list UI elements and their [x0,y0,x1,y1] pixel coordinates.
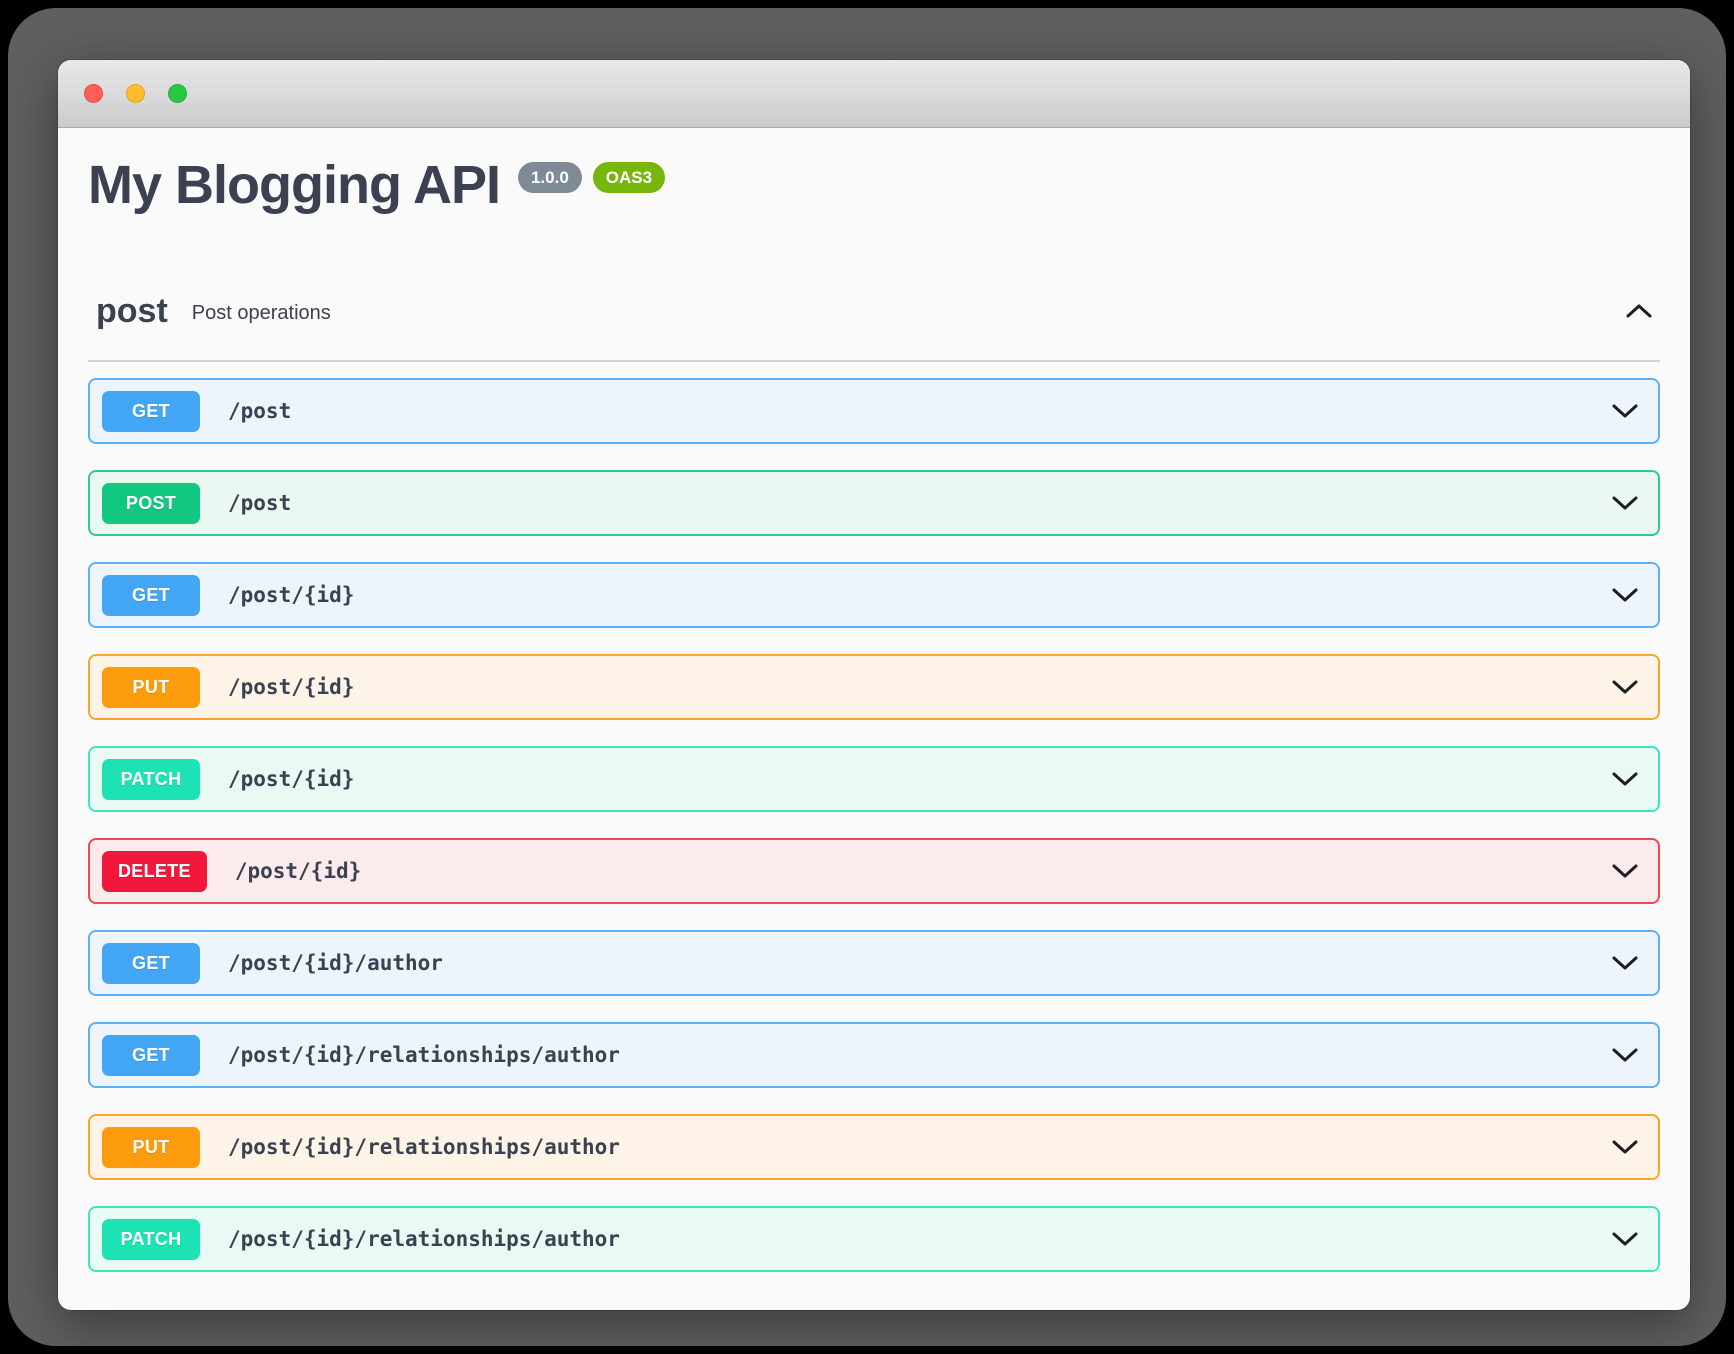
operation-row[interactable]: GET /post/{id}/author [88,930,1660,996]
operation-path: /post [228,399,292,423]
close-button[interactable] [84,84,103,103]
api-header: My Blogging API 1.0.0 OAS3 [88,128,1660,216]
section-description: Post operations [191,301,331,324]
window-titlebar [58,60,1690,128]
chevron-down-icon[interactable] [1610,955,1640,971]
operation-path: /post/{id} [228,767,355,791]
method-badge: PATCH [102,758,200,800]
operation-path: /post [228,491,292,515]
method-badge: GET [102,1034,200,1076]
method-badge: GET [102,942,200,984]
operation-row[interactable]: PUT /post/{id}/relationships/author [88,1114,1660,1180]
operation-row[interactable]: GET /post/{id} [88,562,1660,628]
section-divider [88,360,1660,362]
method-badge: DELETE [102,850,207,892]
method-badge: PUT [102,1126,200,1168]
operation-row[interactable]: PATCH /post/{id}/relationships/author [88,1206,1660,1272]
chevron-down-icon[interactable] [1610,679,1640,695]
method-badge: GET [102,390,200,432]
operation-row[interactable]: GET /post [88,378,1660,444]
method-badge: PUT [102,666,200,708]
window-frame: My Blogging API 1.0.0 OAS3 post Post ope… [8,8,1726,1346]
chevron-down-icon[interactable] [1610,771,1640,787]
minimize-button[interactable] [126,84,145,103]
operation-row[interactable]: POST /post [88,470,1660,536]
page-content: My Blogging API 1.0.0 OAS3 post Post ope… [58,128,1690,1272]
oas3-badge: OAS3 [592,162,666,193]
operation-path: /post/{id}/relationships/author [228,1135,620,1159]
version-badge: 1.0.0 [517,162,582,193]
operation-path: /post/{id} [228,583,355,607]
chevron-down-icon[interactable] [1610,863,1640,879]
operation-path: /post/{id}/relationships/author [228,1227,620,1251]
chevron-up-icon[interactable] [1620,299,1658,323]
chevron-down-icon[interactable] [1610,403,1640,419]
section-name: post [96,291,168,330]
operation-row[interactable]: GET /post/{id}/relationships/author [88,1022,1660,1088]
operation-path: /post/{id} [234,859,362,883]
operations-list: GET /post POST /post GET /post/{id} PUT [88,378,1660,1272]
page-title: My Blogging API [88,155,501,215]
section-header-post[interactable]: post Post operations [88,288,1660,334]
chevron-down-icon[interactable] [1610,1047,1640,1063]
chevron-down-icon[interactable] [1610,587,1640,603]
operation-path: /post/{id}/relationships/author [228,1043,620,1067]
operation-path: /post/{id} [228,675,355,699]
operation-row[interactable]: PATCH /post/{id} [88,746,1660,812]
method-badge: PATCH [102,1218,200,1260]
chevron-down-icon[interactable] [1610,1139,1640,1155]
app-window: My Blogging API 1.0.0 OAS3 post Post ope… [58,60,1690,1310]
operation-row[interactable]: DELETE /post/{id} [88,838,1660,904]
operation-row[interactable]: PUT /post/{id} [88,654,1660,720]
chevron-down-icon[interactable] [1610,495,1640,511]
method-badge: POST [102,482,200,524]
maximize-button[interactable] [168,84,187,103]
header-badges: 1.0.0 OAS3 [517,162,666,193]
chevron-down-icon[interactable] [1610,1231,1640,1247]
method-badge: GET [102,574,200,616]
operation-path: /post/{id}/author [228,951,443,975]
